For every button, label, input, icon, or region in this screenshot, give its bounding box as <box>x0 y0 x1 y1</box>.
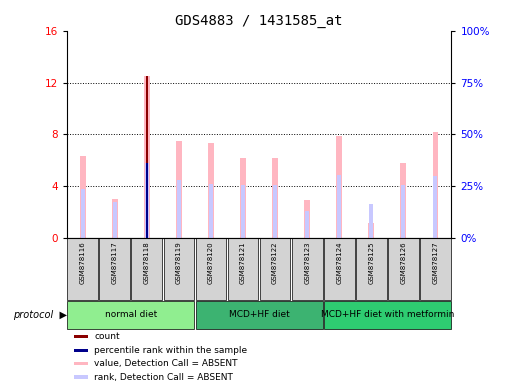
Text: GSM878120: GSM878120 <box>208 241 214 284</box>
Bar <box>420 238 451 300</box>
Bar <box>146 76 148 238</box>
Text: value, Detection Call = ABSENT: value, Detection Call = ABSENT <box>94 359 238 368</box>
Text: GSM878117: GSM878117 <box>112 241 118 284</box>
Bar <box>305 211 309 238</box>
Bar <box>304 200 310 238</box>
Bar <box>81 189 85 238</box>
Bar <box>433 176 437 238</box>
Bar <box>272 158 278 238</box>
Bar <box>74 376 88 379</box>
Bar <box>338 175 341 238</box>
Bar <box>432 132 438 238</box>
Bar <box>369 204 373 238</box>
Bar <box>80 156 86 238</box>
Text: GSM878122: GSM878122 <box>272 241 278 284</box>
Text: GSM878123: GSM878123 <box>304 241 310 284</box>
Text: protocol  ▶: protocol ▶ <box>13 310 67 320</box>
Text: GSM878124: GSM878124 <box>336 241 342 284</box>
Text: MCD+HF diet: MCD+HF diet <box>229 310 289 319</box>
Bar <box>401 185 405 238</box>
Text: percentile rank within the sample: percentile rank within the sample <box>94 346 247 355</box>
Bar <box>324 238 354 300</box>
Bar <box>74 335 88 338</box>
Bar <box>208 144 214 238</box>
Bar <box>113 202 116 238</box>
Text: count: count <box>94 332 120 341</box>
Title: GDS4883 / 1431585_at: GDS4883 / 1431585_at <box>175 14 343 28</box>
Bar <box>146 163 148 238</box>
Bar <box>145 163 149 238</box>
Bar <box>209 184 213 238</box>
Bar <box>131 238 162 300</box>
Text: GSM878125: GSM878125 <box>368 241 374 284</box>
Bar <box>176 141 182 238</box>
Text: GSM878126: GSM878126 <box>400 241 406 284</box>
Bar <box>195 301 323 329</box>
Text: GSM878119: GSM878119 <box>176 241 182 284</box>
Bar <box>260 238 290 300</box>
Text: GSM878116: GSM878116 <box>80 241 86 284</box>
Bar <box>67 238 98 300</box>
Bar <box>240 158 246 238</box>
Bar <box>100 238 130 300</box>
Bar <box>67 301 194 329</box>
Bar <box>356 238 387 300</box>
Bar <box>228 238 259 300</box>
Bar <box>324 301 451 329</box>
Bar <box>74 362 88 365</box>
Text: GSM878118: GSM878118 <box>144 241 150 284</box>
Text: normal diet: normal diet <box>105 310 157 319</box>
Text: GSM878127: GSM878127 <box>432 241 439 284</box>
Bar <box>273 185 277 238</box>
Bar <box>112 199 117 238</box>
Text: MCD+HF diet with metformin: MCD+HF diet with metformin <box>321 310 454 319</box>
Text: rank, Detection Call = ABSENT: rank, Detection Call = ABSENT <box>94 372 233 382</box>
Bar <box>292 238 323 300</box>
Bar <box>164 238 194 300</box>
Bar <box>195 238 226 300</box>
Bar <box>368 223 374 238</box>
Bar <box>337 136 342 238</box>
Bar <box>144 76 150 238</box>
Bar <box>241 185 245 238</box>
Bar <box>388 238 419 300</box>
Bar <box>177 180 181 238</box>
Bar <box>74 349 88 352</box>
Bar <box>401 163 406 238</box>
Text: GSM878121: GSM878121 <box>240 241 246 284</box>
